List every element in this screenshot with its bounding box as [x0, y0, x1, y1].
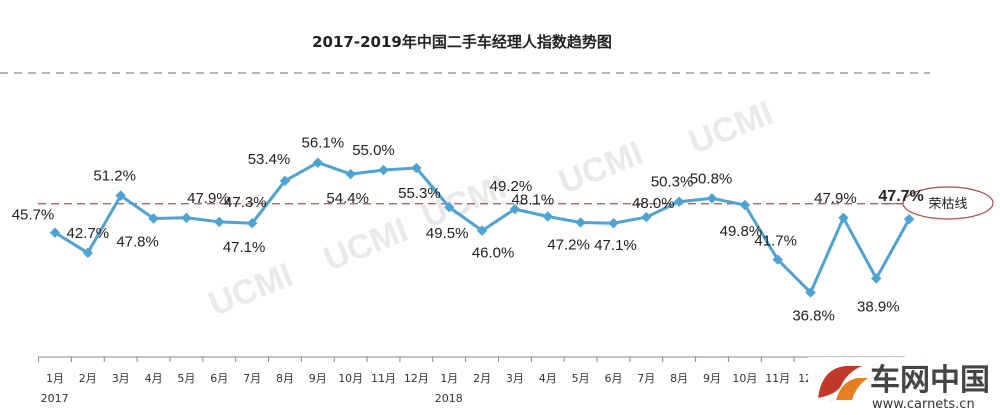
data-point-26 [903, 213, 915, 225]
data-label-4: 47.9% [187, 190, 230, 207]
x-tick-label-5: 6月 [210, 372, 228, 385]
reference-annotation-ellipse [902, 186, 994, 220]
chart-title: 2017-2019年中国二手车经理人指数趋势图 [312, 33, 612, 51]
data-point-23 [805, 287, 816, 298]
year-label-2018: 2018 [435, 392, 463, 405]
data-label-5: 47.3% [224, 194, 267, 211]
data-point-0 [49, 227, 61, 238]
x-tick-label-2: 3月 [112, 372, 130, 385]
data-point-6 [246, 218, 258, 229]
data-label-18: 48.0% [632, 195, 675, 212]
x-tick-label-17: 6月 [605, 372, 623, 385]
data-label-25: 38.9% [857, 298, 900, 315]
data-point-2 [115, 190, 126, 201]
year-labels: 201720182019 [41, 392, 857, 405]
watermark-1: UCMI [318, 211, 413, 279]
x-tick-label-1: 2月 [79, 372, 97, 385]
data-label-19: 50.3% [651, 174, 694, 191]
x-tick-label-16: 5月 [572, 372, 590, 385]
x-tick-label-20: 9月 [703, 372, 721, 385]
data-point-20 [706, 193, 718, 204]
data-label-0: 45.7% [12, 207, 55, 224]
data-label-10: 55.0% [352, 142, 395, 159]
data-point-9 [345, 168, 356, 180]
data-point-22 [772, 254, 783, 265]
data-label-11: 55.3% [398, 185, 441, 202]
watermark-4: UCMI [683, 94, 778, 162]
reference-label: 荣枯线 [928, 197, 967, 212]
data-point-10 [378, 164, 389, 176]
x-tick-label-4: 5月 [177, 372, 195, 385]
data-point-12 [444, 201, 455, 213]
x-tick-label-11: 12月 [404, 372, 429, 385]
data-label-15: 48.1% [512, 192, 555, 209]
data-label-6: 47.1% [223, 239, 266, 256]
data-point-14 [509, 203, 521, 215]
data-point-13 [476, 225, 488, 236]
data-label-23: 36.8% [792, 308, 835, 325]
data-label-1: 42.7% [67, 225, 110, 242]
data-label-8: 56.1% [302, 135, 345, 152]
watermark-0: UCMI [203, 256, 298, 324]
x-tick-label-21: 10月 [732, 372, 757, 385]
x-tick-label-18: 7月 [637, 372, 655, 385]
data-label-21: 49.8% [720, 223, 763, 240]
data-point-19 [673, 196, 685, 207]
data-point-5 [214, 216, 225, 228]
data-point-25 [871, 273, 882, 284]
data-label-22: 41.7% [754, 233, 797, 250]
year-label-2017: 2017 [41, 392, 69, 405]
data-point-16 [575, 217, 586, 228]
logo-url: www.carnets.cn [872, 397, 975, 412]
carnets-logo: 车网中国 www.carnets.cn [808, 357, 1000, 415]
x-tick-label-13: 2月 [473, 372, 491, 385]
x-tick-label-22: 11月 [765, 372, 790, 385]
data-label-16: 47.2% [547, 237, 590, 254]
data-label-14: 49.2% [490, 178, 533, 195]
data-label-7: 53.4% [248, 151, 291, 168]
x-tick-label-14: 3月 [506, 372, 524, 385]
x-tick-label-7: 8月 [276, 372, 294, 385]
logo-emblem-icon [818, 366, 868, 400]
data-point-21 [739, 199, 751, 211]
data-label-2: 51.2% [93, 168, 136, 185]
x-tick-label-9: 10月 [338, 372, 363, 385]
data-label-20: 50.8% [690, 170, 733, 187]
data-label-13: 46.0% [472, 245, 515, 262]
x-tick-label-15: 4月 [539, 372, 557, 385]
watermark-3: UCMI [553, 134, 648, 202]
series-markers [49, 157, 915, 298]
data-point-4 [181, 212, 192, 224]
data-point-1 [82, 247, 94, 259]
x-tick-label-6: 7月 [243, 372, 261, 385]
data-point-17 [608, 218, 619, 229]
x-tick-label-10: 11月 [371, 372, 396, 385]
data-point-11 [411, 162, 422, 174]
data-point-15 [542, 211, 553, 222]
data-point-3 [148, 213, 159, 224]
data-label-12: 49.5% [426, 225, 469, 242]
data-label-26: 47.7% [878, 188, 923, 205]
x-tick-label-3: 4月 [145, 372, 163, 385]
data-point-8 [312, 157, 323, 168]
reference-annotation: 荣枯线 [881, 186, 994, 220]
x-tick-label-0: 1月 [46, 372, 64, 385]
data-label-9: 54.4% [326, 190, 369, 207]
x-tick-label-19: 8月 [670, 372, 688, 385]
data-point-18 [641, 211, 652, 223]
data-label-3: 47.8% [116, 234, 159, 251]
data-point-24 [838, 212, 849, 224]
x-tick-label-8: 9月 [309, 372, 327, 385]
logo-name: 车网中国 [870, 363, 990, 398]
data-labels: 45.7%42.7%51.2%47.8%47.9%47.3%47.1%53.4%… [12, 135, 924, 325]
data-label-17: 47.1% [594, 237, 637, 254]
x-tick-labels: 1月 2月 3月 4月 5月 6月 7月 8月 9月 10月 11月 12月 1月 2月 3月 4月 5月 6月 7… [38, 357, 927, 385]
data-label-24: 47.9% [814, 190, 857, 207]
x-tick-label-12: 1月 [440, 372, 458, 385]
data-point-7 [279, 175, 291, 187]
